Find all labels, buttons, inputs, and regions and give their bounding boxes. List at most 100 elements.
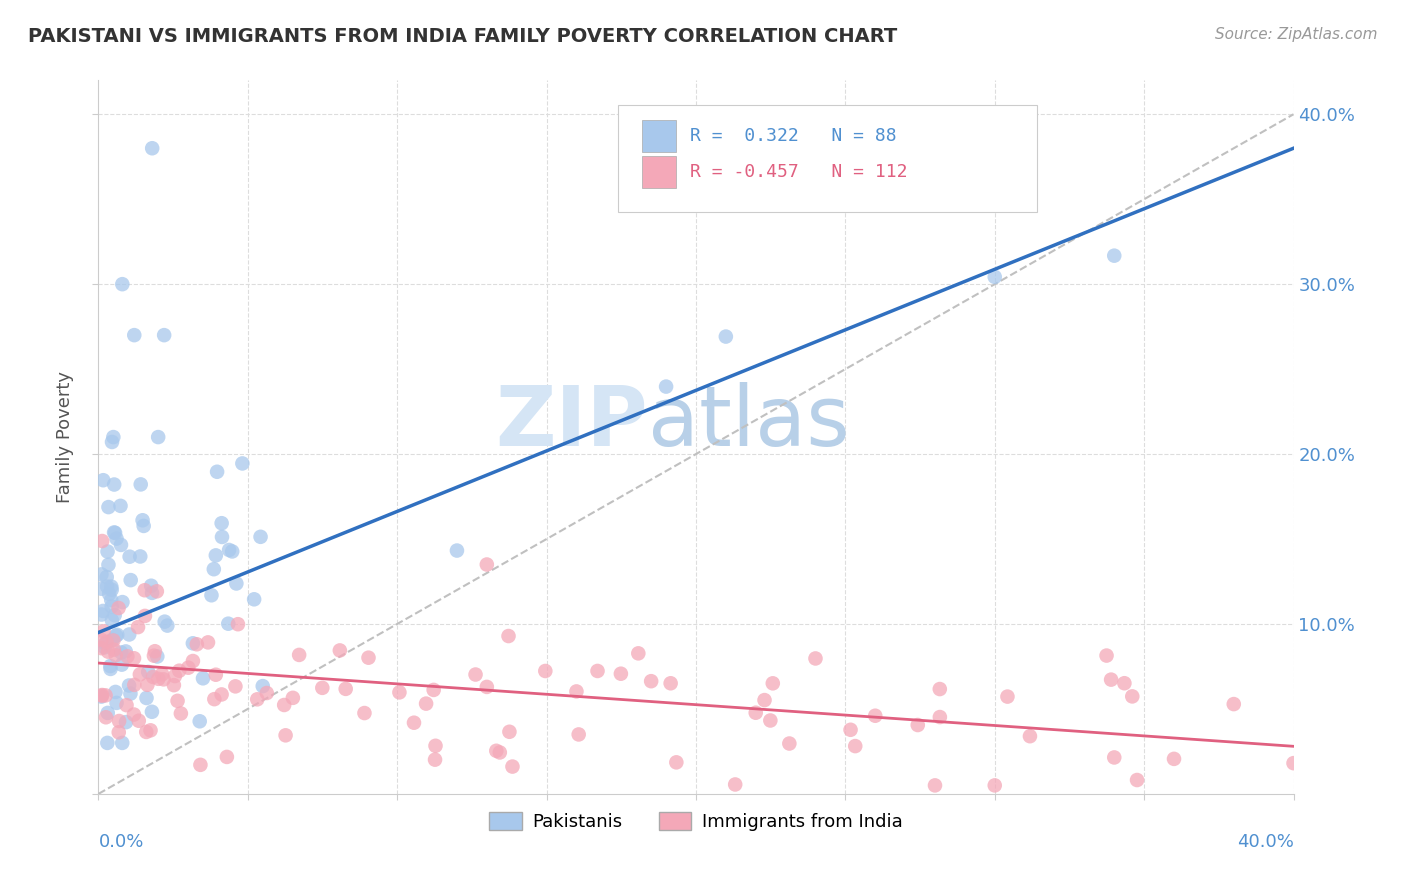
Point bbox=[111, 657, 134, 672]
Point bbox=[90, 567, 112, 582]
Point bbox=[724, 777, 747, 791]
FancyBboxPatch shape bbox=[643, 120, 676, 152]
Point bbox=[1223, 697, 1246, 711]
Point bbox=[124, 328, 146, 343]
Point bbox=[191, 671, 214, 685]
Point bbox=[103, 477, 125, 491]
Text: R = -0.457   N = 112: R = -0.457 N = 112 bbox=[690, 162, 907, 180]
Point bbox=[181, 654, 204, 668]
Point bbox=[153, 328, 176, 343]
Point bbox=[211, 516, 233, 531]
Point bbox=[118, 627, 141, 641]
Point bbox=[534, 664, 557, 678]
Point bbox=[665, 756, 688, 770]
Point bbox=[202, 562, 225, 576]
Point bbox=[714, 329, 737, 343]
Point bbox=[804, 651, 827, 665]
Point bbox=[96, 580, 118, 594]
Point bbox=[215, 750, 238, 764]
Point bbox=[141, 586, 163, 600]
Point bbox=[104, 525, 127, 540]
Point bbox=[115, 698, 138, 713]
Point bbox=[565, 684, 588, 698]
Point bbox=[188, 714, 211, 729]
Point bbox=[610, 666, 633, 681]
Point bbox=[924, 778, 946, 792]
Point bbox=[488, 746, 510, 760]
Point bbox=[190, 757, 212, 772]
Point bbox=[1104, 249, 1126, 263]
Point bbox=[586, 664, 609, 678]
Point bbox=[114, 644, 136, 658]
Point bbox=[128, 667, 150, 681]
Point bbox=[152, 673, 174, 687]
Point bbox=[224, 679, 246, 693]
Point bbox=[156, 618, 179, 632]
Point bbox=[425, 739, 447, 753]
Point bbox=[202, 692, 225, 706]
Point bbox=[273, 698, 295, 712]
Point bbox=[107, 725, 129, 739]
Point bbox=[197, 635, 219, 649]
Point bbox=[91, 604, 114, 618]
Point bbox=[231, 457, 253, 471]
Point bbox=[134, 608, 156, 623]
Point bbox=[141, 141, 163, 155]
Point bbox=[402, 715, 425, 730]
Point bbox=[1126, 772, 1149, 787]
Point bbox=[984, 778, 1007, 792]
Point bbox=[135, 725, 157, 739]
Point bbox=[93, 624, 115, 639]
Point bbox=[225, 576, 247, 591]
Point bbox=[865, 708, 887, 723]
Point bbox=[105, 696, 128, 710]
Point bbox=[90, 641, 112, 656]
Point bbox=[163, 669, 186, 683]
Point bbox=[335, 681, 357, 696]
Point bbox=[745, 706, 768, 720]
Point bbox=[423, 753, 446, 767]
Point bbox=[181, 636, 204, 650]
Point bbox=[148, 430, 170, 444]
Y-axis label: Family Poverty: Family Poverty bbox=[56, 371, 75, 503]
Point bbox=[422, 682, 444, 697]
Point bbox=[249, 530, 271, 544]
Point bbox=[142, 648, 165, 663]
Point bbox=[1114, 676, 1136, 690]
Point bbox=[221, 544, 243, 558]
Point bbox=[103, 633, 125, 648]
Point bbox=[136, 678, 159, 692]
Legend: Pakistanis, Immigrants from India: Pakistanis, Immigrants from India bbox=[482, 805, 910, 838]
Point bbox=[94, 710, 117, 724]
Point bbox=[90, 690, 112, 704]
Text: ZIP: ZIP bbox=[496, 383, 648, 463]
Point bbox=[1095, 648, 1118, 663]
Point bbox=[329, 643, 352, 657]
Point bbox=[111, 595, 134, 609]
Point bbox=[103, 642, 125, 657]
Point bbox=[252, 679, 274, 693]
Point bbox=[139, 723, 162, 738]
Point bbox=[141, 579, 163, 593]
Point bbox=[96, 736, 118, 750]
Point bbox=[1019, 729, 1042, 743]
Point bbox=[167, 664, 190, 678]
Point bbox=[928, 710, 950, 724]
Point bbox=[217, 616, 239, 631]
Point bbox=[97, 500, 120, 514]
Point bbox=[118, 678, 141, 692]
Point bbox=[186, 637, 208, 651]
Text: 0.0%: 0.0% bbox=[98, 833, 143, 851]
Point bbox=[127, 620, 149, 634]
Point bbox=[226, 617, 249, 632]
Point bbox=[98, 587, 121, 601]
Point bbox=[100, 593, 122, 607]
Point bbox=[110, 645, 132, 659]
Point bbox=[353, 706, 375, 720]
Point bbox=[94, 637, 117, 651]
Point bbox=[627, 646, 650, 660]
Point bbox=[464, 667, 486, 681]
Point bbox=[778, 737, 800, 751]
Point bbox=[93, 640, 115, 655]
Point bbox=[108, 714, 131, 728]
